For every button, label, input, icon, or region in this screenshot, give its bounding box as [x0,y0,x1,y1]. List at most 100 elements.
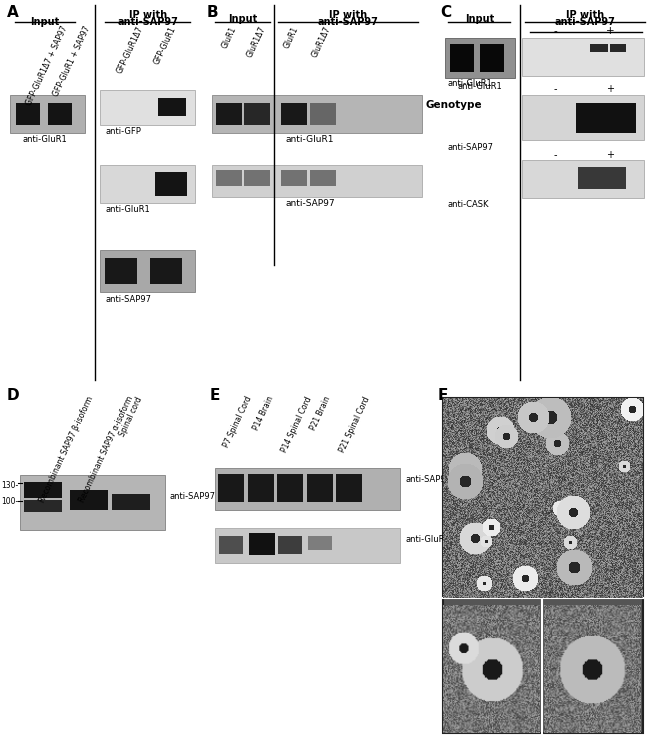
Bar [522,38,644,76]
Bar [277,474,303,502]
Bar [278,536,302,554]
Bar [522,95,644,140]
Text: B: B [207,5,218,20]
Bar [522,160,644,198]
Text: anti-GluR1: anti-GluR1 [105,205,150,214]
Text: GFP-GluR1: GFP-GluR1 [152,25,177,66]
Bar [578,167,626,189]
Text: P21 Spinal Cord: P21 Spinal Cord [338,395,372,453]
Text: IP with: IP with [129,10,167,20]
Text: GluR1: GluR1 [282,25,300,50]
Bar [100,90,195,125]
Bar [215,468,400,510]
Text: anti-SAP97: anti-SAP97 [554,17,616,27]
Text: Input: Input [31,17,60,27]
Text: anti-SAP97: anti-SAP97 [318,17,378,27]
Bar [576,103,636,133]
Text: anti-SAP97: anti-SAP97 [448,143,494,152]
Text: GluR1: GluR1 [220,25,238,50]
Text: C: C [440,5,451,20]
Bar [219,536,243,554]
Bar [610,44,626,52]
Bar [443,398,643,733]
Bar [100,165,195,203]
Bar [112,494,150,510]
Bar [100,250,195,292]
Bar [212,95,422,133]
Text: anti-GluR1: anti-GluR1 [458,82,502,91]
Text: -: - [553,150,557,160]
Text: P14 Spinal Cord: P14 Spinal Cord [280,395,314,453]
Bar [105,258,137,284]
Text: anti-GluR1: anti-GluR1 [286,135,334,144]
Bar [244,170,270,186]
Bar [155,172,187,196]
Text: E: E [210,388,220,403]
Text: GM: GM [610,413,628,423]
Text: +: + [606,26,614,36]
Text: +: + [606,150,614,160]
Bar [336,474,362,502]
Bar [307,474,333,502]
Text: 130-: 130- [1,481,18,490]
Text: D: D [7,388,20,403]
Bar [16,103,40,125]
Text: P7 Spinal Cord: P7 Spinal Cord [222,395,254,450]
Bar [281,103,307,125]
Text: anti-SAP97: anti-SAP97 [285,199,335,208]
Text: GFP-GluR1Δ7 + SAP97: GFP-GluR1Δ7 + SAP97 [25,25,70,107]
Bar [10,95,85,133]
Text: F: F [438,388,448,403]
Bar [248,474,274,502]
Text: Recombinant SAP97 β-isoform: Recombinant SAP97 β-isoform [38,395,96,504]
Text: -: - [553,84,557,94]
Text: P14 Brain: P14 Brain [252,395,276,432]
Text: GluR1Δ7: GluR1Δ7 [310,25,332,59]
Text: anti-GluR1: anti-GluR1 [23,135,68,144]
Bar [158,98,186,116]
Text: Input: Input [465,14,495,24]
Text: IP with: IP with [566,10,604,20]
Text: GFP-GluR1 + SAP97: GFP-GluR1 + SAP97 [52,25,92,98]
Bar [244,103,270,125]
Text: anti-GluR1: anti-GluR1 [448,79,493,88]
Bar [281,170,307,186]
Bar [480,44,504,72]
Bar [24,482,62,498]
Bar [20,475,165,530]
Bar [216,103,242,125]
Bar [150,258,182,284]
Bar [212,165,422,197]
Bar [445,38,515,78]
Bar [310,103,336,125]
Bar [24,500,62,512]
Text: GFP-GluR1Δ7: GFP-GluR1Δ7 [115,25,145,75]
Text: anti-GluR1: anti-GluR1 [405,535,450,544]
Text: anti-SAP97: anti-SAP97 [118,17,179,27]
Text: +: + [606,84,614,94]
Text: anti-GFP: anti-GFP [105,127,141,136]
Bar [590,44,608,52]
Text: Recombinant SAP97 α-isoform: Recombinant SAP97 α-isoform [78,395,135,504]
Text: Genotype: Genotype [425,100,482,110]
Bar [308,536,332,550]
Text: Spinal cord: Spinal cord [118,395,144,438]
Bar [218,474,244,502]
Text: IP with: IP with [329,10,367,20]
Bar [48,103,72,125]
Bar [70,490,108,510]
Bar [216,170,242,186]
Text: anti-SAP97: anti-SAP97 [405,475,451,484]
Text: P21 Brain: P21 Brain [309,395,333,432]
Text: WM: WM [460,490,480,500]
Bar [215,528,400,563]
Bar [450,44,474,72]
Bar [310,170,336,186]
Text: GluR1Δ7: GluR1Δ7 [245,25,267,59]
Text: anti-CASK: anti-CASK [448,200,489,209]
Text: anti-SAP97: anti-SAP97 [105,295,151,304]
Text: Input: Input [228,14,257,24]
Text: anti-SAP97: anti-SAP97 [170,492,216,501]
Text: 100-: 100- [1,497,18,506]
Bar [249,533,275,555]
